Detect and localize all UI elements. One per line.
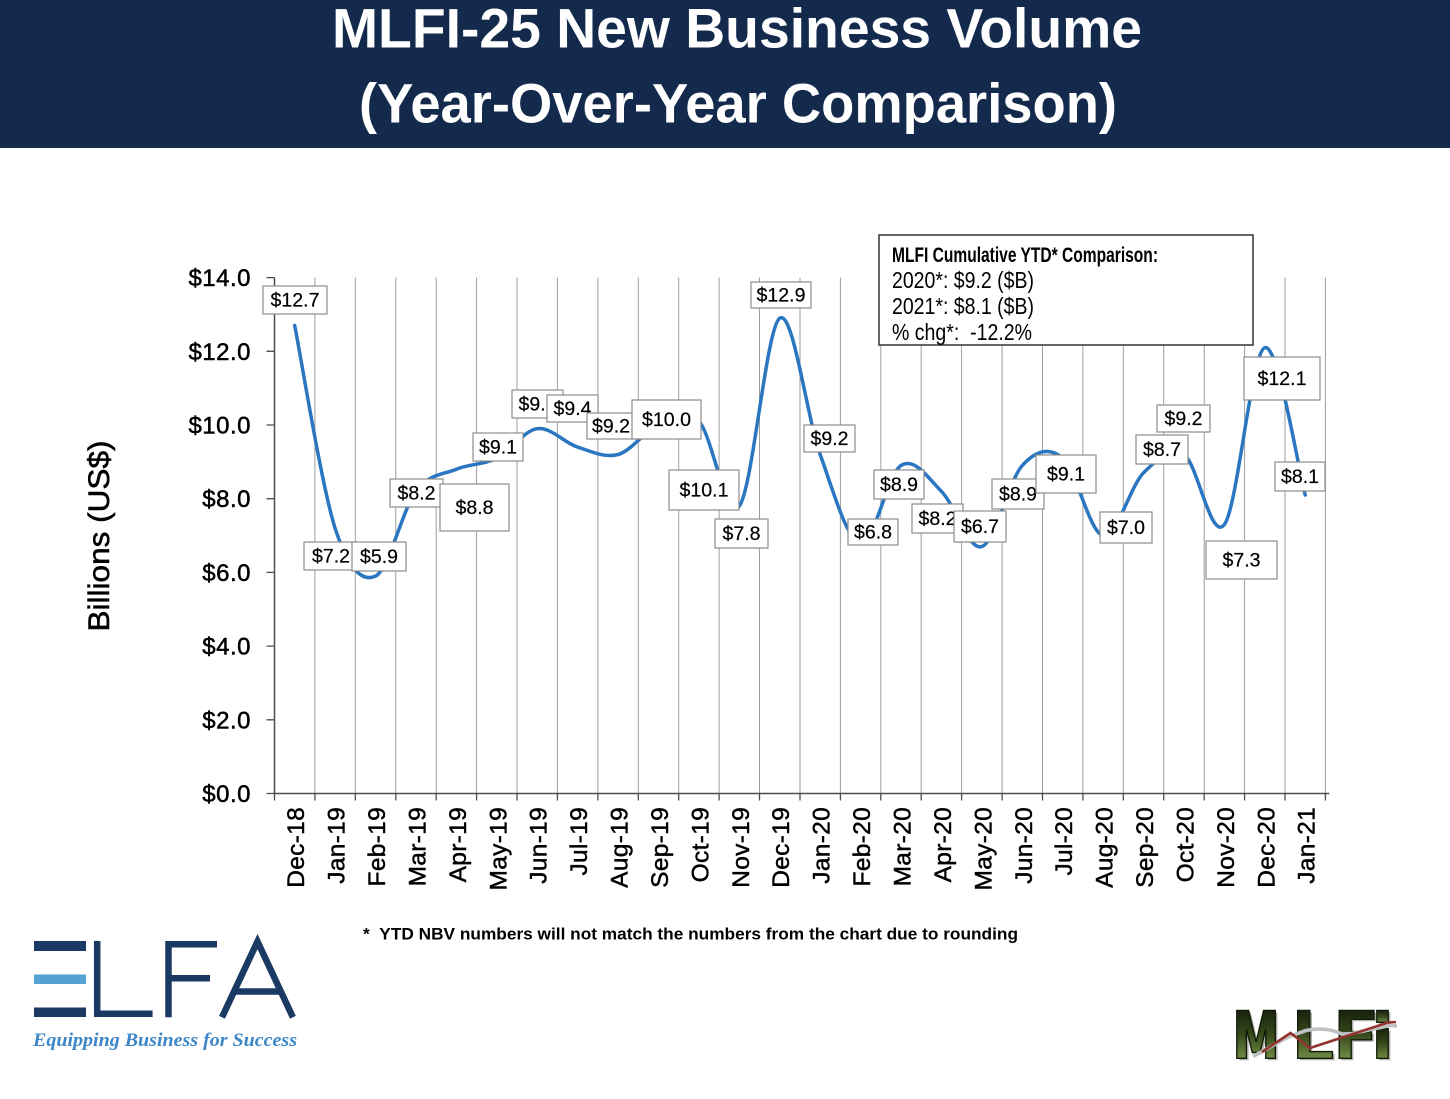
svg-text:$8.0: $8.0 [202,486,251,513]
svg-text:$9.2: $9.2 [1165,409,1203,430]
svg-text:Billions (US$): Billions (US$) [83,441,116,632]
svg-text:$12.9: $12.9 [757,286,806,307]
svg-text:Mar-19: Mar-19 [405,807,432,886]
svg-text:2021*: $8.1 ($B): 2021*: $8.1 ($B) [892,293,1034,319]
svg-text:$10.0: $10.0 [642,410,691,431]
svg-text:$14.0: $14.0 [188,265,251,292]
svg-text:$9.1: $9.1 [479,438,517,459]
svg-text:Sep-20: Sep-20 [1132,807,1159,888]
svg-text:$6.0: $6.0 [202,560,251,587]
svg-text:$6.7: $6.7 [961,517,999,538]
svg-text:Aug-20: Aug-20 [1092,807,1119,888]
svg-text:Nov-20: Nov-20 [1213,807,1240,888]
svg-text:Jun-19: Jun-19 [526,807,553,884]
svg-text:$8.2: $8.2 [398,484,436,505]
svg-text:Feb-20: Feb-20 [849,807,876,886]
svg-text:$7.2: $7.2 [312,547,350,568]
svg-text:% chg*: -12.2%: % chg*: -12.2% [892,319,1032,345]
svg-text:$4.0: $4.0 [202,634,251,661]
svg-text:Aug-19: Aug-19 [607,807,634,888]
svg-text:$9.2: $9.2 [811,429,849,450]
svg-text:MLFI-25 New Business Volume: MLFI-25 New Business Volume [332,0,1142,60]
svg-text:Feb-19: Feb-19 [364,807,391,886]
svg-text:$8.7: $8.7 [1143,440,1181,461]
svg-text:Jun-20: Jun-20 [1011,807,1038,884]
svg-text:$9.2: $9.2 [592,417,630,438]
svg-text:$12.0: $12.0 [188,339,251,366]
svg-text:$5.9: $5.9 [360,547,398,568]
svg-text:(Year-Over-Year Comparison): (Year-Over-Year Comparison) [359,72,1117,135]
svg-text:Apr-20: Apr-20 [930,807,957,882]
svg-text:$12.7: $12.7 [271,291,320,312]
svg-text:$8.9: $8.9 [880,475,918,496]
svg-text:$10.0: $10.0 [188,413,251,440]
svg-text:Dec-19: Dec-19 [768,807,795,888]
svg-text:$7.3: $7.3 [1223,551,1261,572]
svg-text:Dec-18: Dec-18 [283,807,310,888]
svg-text:May-20: May-20 [970,807,997,891]
svg-text:$8.2: $8.2 [919,509,957,530]
svg-text:2020*: $9.2 ($B): 2020*: $9.2 ($B) [892,267,1034,293]
svg-text:Apr-19: Apr-19 [445,807,472,882]
svg-text:May-19: May-19 [485,807,512,891]
svg-text:Mar-20: Mar-20 [890,807,917,886]
svg-text:$0.0: $0.0 [202,781,251,808]
svg-text:$7.0: $7.0 [1107,518,1145,539]
svg-text:$2.0: $2.0 [202,707,251,734]
svg-text:Equipping Business for Success: Equipping Business for Success [32,1030,297,1051]
svg-text:$12.1: $12.1 [1258,369,1307,390]
svg-text:$10.1: $10.1 [680,481,729,502]
svg-text:Jul-20: Jul-20 [1051,807,1078,876]
svg-text:Oct-19: Oct-19 [687,807,714,882]
svg-text:$6.8: $6.8 [854,523,892,544]
svg-text:Jul-19: Jul-19 [566,807,593,876]
svg-text:Jan-19: Jan-19 [324,807,351,884]
svg-text:$9.4: $9.4 [554,399,592,420]
svg-text:Nov-19: Nov-19 [728,807,755,888]
svg-text:MLFI Cumulative YTD* Compariso: MLFI Cumulative YTD* Comparison: [892,244,1158,267]
svg-text:Oct-20: Oct-20 [1173,807,1200,882]
svg-text:Sep-19: Sep-19 [647,807,674,888]
svg-text:Dec-20: Dec-20 [1253,807,1280,888]
svg-text:Jan-21: Jan-21 [1294,807,1321,884]
svg-text:$7.8: $7.8 [723,524,761,545]
svg-text:* YTD NBV numbers will not ma: * YTD NBV numbers will not match the num… [363,925,1018,944]
svg-text:$9.1: $9.1 [1047,465,1085,486]
svg-text:$8.8: $8.8 [456,498,494,519]
svg-text:$8.9: $8.9 [999,485,1037,506]
svg-text:$8.1: $8.1 [1281,467,1319,488]
svg-text:Jan-20: Jan-20 [809,807,836,884]
